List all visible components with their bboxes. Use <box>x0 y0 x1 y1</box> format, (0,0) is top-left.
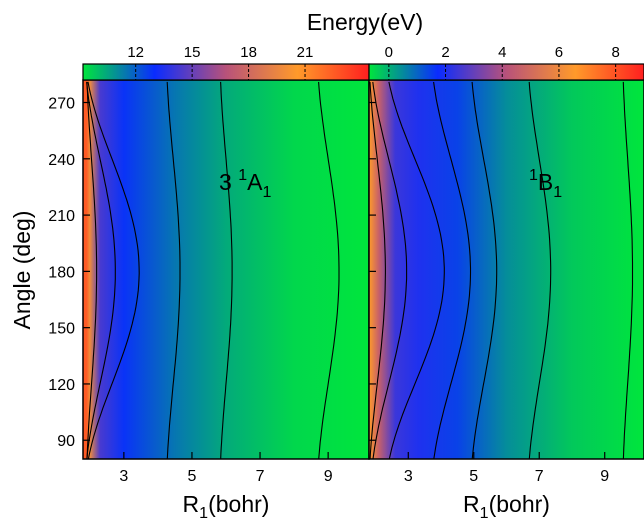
x-tick-label: 9 <box>600 468 609 485</box>
y-tick-label: 240 <box>48 152 75 169</box>
contour-line-6 <box>622 81 634 459</box>
y-tick-label: 270 <box>48 96 75 113</box>
panel-label-sup: 1 <box>238 167 247 184</box>
panel-3-1A1: 12 15 18 213 5 7 990120150180210240270R1(bohr)… <box>48 44 370 522</box>
x-axis-label-main: R <box>463 491 480 517</box>
panel-label-sup: 1 <box>529 167 538 184</box>
y-tick-label: 120 <box>48 377 75 394</box>
panel-label-sub: 1 <box>553 184 562 201</box>
x-tick-label: 5 <box>469 468 478 485</box>
x-axis-label-rest: (bohr) <box>208 491 269 517</box>
contour-line-0 <box>86 81 98 459</box>
x-axis-label: R1(bohr) <box>183 491 270 522</box>
heatmap-field <box>369 80 644 459</box>
contour-line-3 <box>166 81 181 459</box>
y-tick-label: 90 <box>57 433 75 450</box>
x-axis-label: R1(bohr) <box>463 491 550 522</box>
colorbar <box>368 63 644 81</box>
panel-label-base: B <box>538 169 553 195</box>
contour-line-4 <box>471 81 498 459</box>
colorbar-tick-label: 2 <box>441 44 449 61</box>
colorbar-tick-label: 12 <box>127 44 144 61</box>
panel-label: 3 1A1 <box>219 167 271 201</box>
colorbar-tick-label: 0 <box>385 44 393 61</box>
contour-line-1 <box>86 81 116 459</box>
colorbar-tick-label: 4 <box>498 44 506 61</box>
x-axis-label-sub: 1 <box>199 505 208 522</box>
y-tick-label: 210 <box>48 208 75 225</box>
y-tick-label: 150 <box>48 321 75 338</box>
panel-label-main: 3 <box>219 169 238 195</box>
contour-line-4 <box>220 81 233 459</box>
colorbar-tick-label: 15 <box>184 44 201 61</box>
contour-line-2 <box>87 81 140 459</box>
x-tick-label: 9 <box>324 468 333 485</box>
panel-label-base: A <box>247 169 263 195</box>
x-axis-label-rest: (bohr) <box>489 491 550 517</box>
colorbar-tick-label: 6 <box>555 44 563 61</box>
colorbar-tick-label: 8 <box>611 44 619 61</box>
y-tick-label: 180 <box>48 264 75 281</box>
panel-label: 1B1 <box>529 167 562 201</box>
x-tick-label: 7 <box>535 468 544 485</box>
x-tick-label: 3 <box>404 468 413 485</box>
panel-1B1: 0 2 4 6 83 5 7 9R1(bohr)1B1 <box>368 44 644 522</box>
colorbar <box>82 63 370 81</box>
contour-line-3 <box>433 81 472 459</box>
contour-line-5 <box>318 81 340 459</box>
x-axis-label-sub: 1 <box>480 505 489 522</box>
contour-line-1 <box>372 81 408 459</box>
heatmap-field <box>83 80 369 459</box>
colorbar-title: Energy(eV) <box>307 9 423 35</box>
colorbar-tick-label: 21 <box>297 44 314 61</box>
x-tick-label: 7 <box>256 468 265 485</box>
contour-line-2 <box>388 81 445 459</box>
x-tick-label: 3 <box>119 468 128 485</box>
contour-line-0 <box>369 81 386 459</box>
x-axis-label-main: R <box>183 491 200 517</box>
panel-label-sub: 1 <box>262 184 271 201</box>
contour-line-5 <box>528 81 552 459</box>
x-tick-label: 5 <box>187 468 196 485</box>
y-axis-label: Angle (deg) <box>9 211 35 330</box>
colorbar-tick-label: 18 <box>240 44 257 61</box>
